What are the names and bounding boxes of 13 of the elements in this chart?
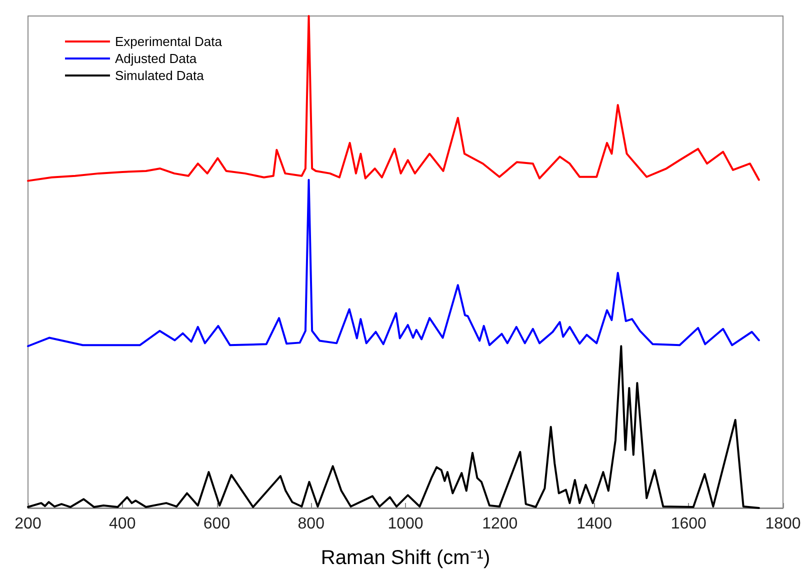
x-tick-label: 800 <box>298 516 325 532</box>
legend-label: Experimental Data <box>115 34 223 49</box>
x-tick-label: 1000 <box>388 516 424 532</box>
x-tick-label: 1200 <box>482 516 518 532</box>
x-tick-label: 600 <box>203 516 230 532</box>
x-tick-label: 1800 <box>765 516 801 532</box>
legend-label: Adjusted Data <box>115 51 198 66</box>
x-tick-label: 200 <box>14 516 42 532</box>
x-tick-label: 1600 <box>670 516 707 532</box>
x-tick-label: 400 <box>109 516 136 532</box>
legend-label: Simulated Data <box>115 68 205 83</box>
x-axis-title: Raman Shift (cm⁻¹) <box>320 547 490 569</box>
x-tick-label: 1400 <box>576 516 612 532</box>
